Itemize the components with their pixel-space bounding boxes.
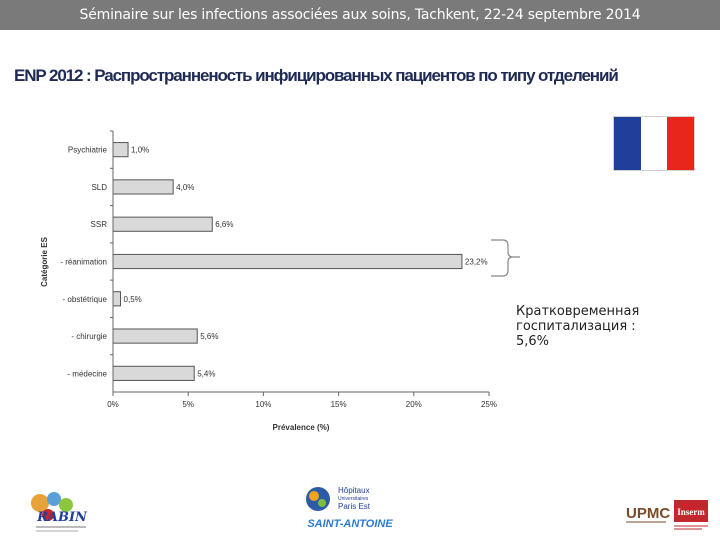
- bar-5: [112, 328, 198, 344]
- x-tick-label: 25%: [481, 400, 497, 409]
- bar-4: [112, 291, 122, 307]
- bar-value-label: 4,0%: [176, 183, 194, 192]
- bar-3: [112, 253, 463, 270]
- flag-white-band: [640, 117, 668, 170]
- svg-text:UPMC: UPMC: [626, 505, 670, 522]
- bar-2: [112, 216, 213, 232]
- bar-value-label: 6,6%: [215, 220, 233, 229]
- flag-blue-band: [614, 117, 641, 170]
- seminar-banner: Séminaire sur les infections associées a…: [0, 0, 720, 30]
- x-tick-label: 10%: [255, 400, 271, 409]
- x-tick-label: 20%: [406, 400, 422, 409]
- category-label: - médecine: [67, 369, 107, 378]
- french-flag-icon: [614, 117, 695, 170]
- x-axis-title: Prévalence (%): [273, 423, 330, 432]
- aphp-saint-antoine-logo: Hôpitaux Universitaires Paris Est SAINT-…: [306, 486, 393, 530]
- bar-6: [112, 365, 195, 381]
- bar-value-label: 1,0%: [131, 146, 149, 155]
- category-label: - obstétrique: [63, 295, 108, 304]
- svg-text:Universitaires: Universitaires: [338, 496, 369, 502]
- bar-value-label: 5,4%: [197, 369, 215, 378]
- rabin-logo: RABIN: [31, 492, 88, 532]
- svg-text:Hôpitaux: Hôpitaux: [338, 486, 370, 495]
- svg-text:Inserm: Inserm: [677, 507, 705, 517]
- bar-value-label: 5,6%: [200, 332, 218, 341]
- flag-red-band: [667, 117, 695, 170]
- short-stay-annotation: Кратковременная госпитализация : 5,6%: [516, 304, 640, 349]
- bar-1: [112, 179, 174, 195]
- category-label: SLD: [91, 183, 107, 192]
- svg-text:RABIN: RABIN: [36, 510, 88, 525]
- x-tick-label: 5%: [182, 400, 194, 409]
- x-tick-label: 15%: [331, 400, 347, 409]
- category-label: - chirurgie: [71, 332, 107, 341]
- svg-text:Paris Est: Paris Est: [338, 502, 371, 511]
- bar-value-label: 23,2%: [465, 258, 488, 267]
- category-label: Psychiatrie: [68, 146, 108, 155]
- category-label: - réanimation: [60, 258, 107, 267]
- category-label: SSR: [91, 220, 108, 229]
- y-axis-title: Catégorie ES: [40, 236, 49, 286]
- svg-text:SAINT-ANTOINE: SAINT-ANTOINE: [307, 518, 393, 530]
- slide-title: ENP 2012 : Распространненость инфицирова…: [14, 66, 619, 85]
- upmc-inserm-logos: UPMC Inserm: [626, 500, 708, 530]
- bar-value-label: 0,5%: [124, 295, 142, 304]
- bar-0: [112, 142, 129, 158]
- x-tick-label: 0%: [107, 400, 119, 409]
- annotation-bracket: [491, 239, 520, 277]
